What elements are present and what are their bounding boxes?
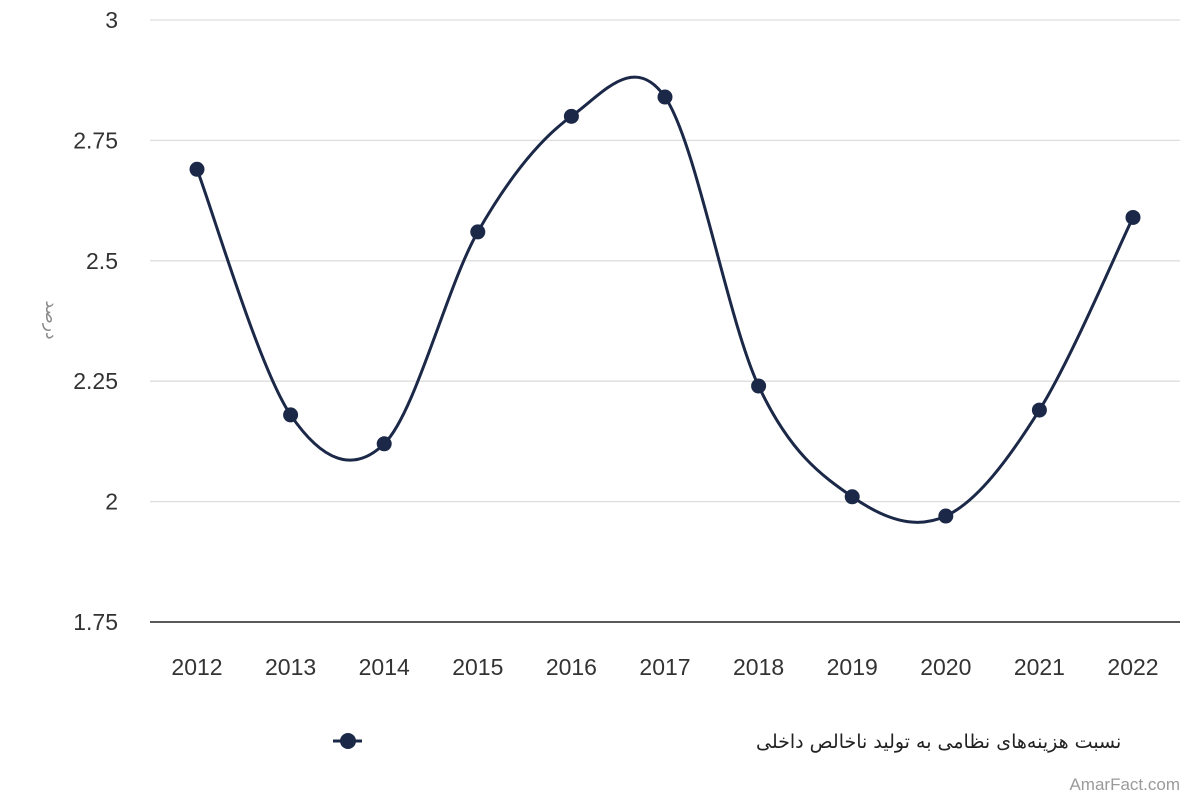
data-point[interactable]	[376, 436, 392, 452]
x-tick-label: 2014	[359, 654, 410, 680]
y-tick-label: 3	[105, 7, 118, 33]
x-tick-label: 2017	[639, 654, 690, 680]
data-point[interactable]	[283, 407, 299, 423]
data-point[interactable]	[938, 508, 954, 524]
y-tick-label: 2.75	[73, 127, 118, 153]
x-tick-label: 2019	[827, 654, 878, 680]
legend[interactable]: نسبت هزینه‌های نظامی به تولید ناخالص داخ…	[333, 731, 1121, 753]
x-tick-label: 2020	[920, 654, 971, 680]
x-tick-label: 2022	[1107, 654, 1158, 680]
x-tick-label: 2016	[546, 654, 597, 680]
gridlines	[150, 19, 1180, 503]
series-line	[195, 75, 1135, 524]
legend-series-name: نسبت هزینه‌های نظامی به تولید ناخالص داخ…	[756, 731, 1121, 753]
y-axis-label: درصد	[41, 300, 61, 339]
data-point[interactable]	[563, 108, 579, 124]
data-point[interactable]	[844, 489, 860, 505]
y-axis-tick-labels: 1.75 2 2.25 2.5 2.75 3	[73, 7, 118, 635]
data-point[interactable]	[657, 89, 673, 105]
data-point[interactable]	[1125, 209, 1141, 225]
y-tick-label: 2	[105, 489, 118, 515]
x-tick-label: 2021	[1014, 654, 1065, 680]
data-point[interactable]	[470, 224, 486, 240]
y-tick-label: 2.25	[73, 368, 118, 394]
data-points	[189, 89, 1141, 524]
x-tick-label: 2015	[452, 654, 503, 680]
x-axis-tick-labels: 2012 2013 2014 2015 2016 2017 2018 2019 2020 2021…	[171, 654, 1158, 680]
data-point[interactable]	[1031, 402, 1047, 418]
data-point[interactable]	[189, 161, 205, 177]
y-tick-label: 2.5	[86, 248, 118, 274]
legend-dot-marker	[340, 733, 356, 749]
data-point[interactable]	[751, 378, 767, 394]
watermark-text: AmarFact.com	[1069, 775, 1180, 794]
x-tick-label: 2018	[733, 654, 784, 680]
x-tick-label: 2013	[265, 654, 316, 680]
y-tick-label: 1.75	[73, 609, 118, 635]
x-tick-label: 2012	[171, 654, 222, 680]
